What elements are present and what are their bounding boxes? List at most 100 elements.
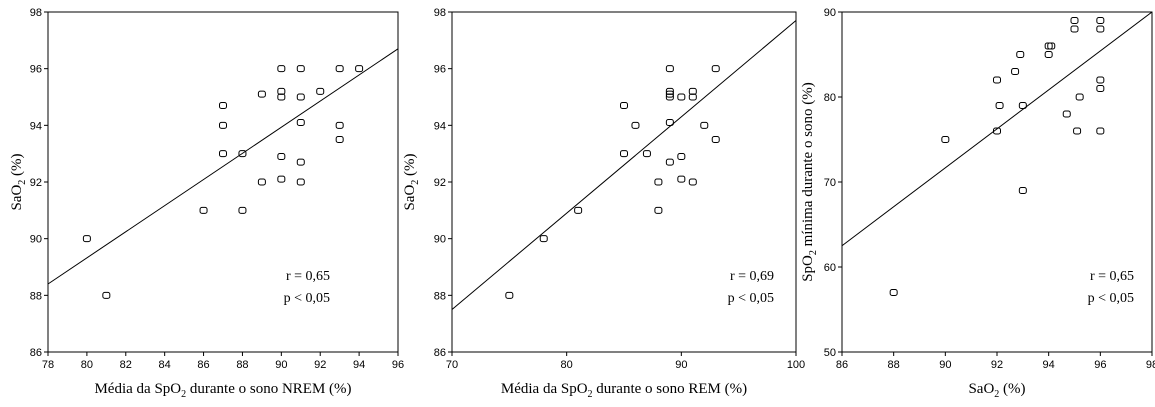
- chart-3-y-tick-label: 90: [824, 7, 836, 19]
- chart-2-data-point: [677, 153, 686, 160]
- chart-1-data-point: [296, 93, 305, 101]
- chart-2-y-axis-label: SaO2 (%): [402, 153, 421, 210]
- chart-1-data-point: [277, 153, 286, 160]
- chart-1-data-point: [277, 175, 286, 183]
- chart-panel-min-spo2: 86 88 90 92 94 96 98 50 60 70 80 90 r = 0,65 p < 0,05…: [800, 7, 1155, 400]
- chart-2-data-point: [539, 235, 548, 243]
- chart-3-x-tick-label: 92: [991, 359, 1003, 371]
- chart-2-data-point: [631, 121, 640, 129]
- chart-1-data-point: [296, 119, 305, 126]
- chart-1-data-point: [316, 87, 325, 95]
- chart-2-data-point: [574, 206, 583, 214]
- chart-3-regression-line: [841, 11, 1153, 247]
- chart-1-data-point: [219, 150, 227, 158]
- chart-1-x-tick-label: 78: [42, 359, 54, 371]
- chart-2-x-tick-label: 70: [446, 359, 458, 371]
- chart-1-x-axis-label-rest: durante o sono NREM (%): [186, 381, 351, 397]
- chart-1-data-point: [219, 102, 227, 109]
- chart-2-x-tick-label: 90: [675, 359, 687, 371]
- chart-3-data-point: [1096, 17, 1105, 24]
- chart-3-data-point: [1075, 93, 1084, 101]
- chart-3-y-axis-label-subscript: 2: [808, 250, 819, 255]
- chart-1-data-point: [296, 65, 305, 73]
- chart-1-y-tick-label: 96: [30, 64, 42, 76]
- chart-2-data-point: [700, 121, 709, 129]
- chart-3-data-point: [1096, 76, 1105, 84]
- chart-2-data-point: [654, 178, 663, 186]
- chart-2-data-point: [665, 158, 674, 166]
- chart-3-y-tick-label: 60: [824, 262, 836, 274]
- chart-2-y-tick-label: 88: [434, 290, 446, 302]
- chart-3-data-point: [1096, 127, 1105, 135]
- chart-3-x-tick-label: 88: [888, 359, 900, 371]
- chart-1-data-point: [102, 291, 111, 299]
- chart-1-plot-frame: [47, 11, 399, 353]
- chart-2-stat-r: r = 0,69: [730, 269, 774, 284]
- chart-3-data-point: [1062, 110, 1071, 118]
- chart-2-data-point: [642, 150, 651, 158]
- chart-2-x-axis-label-main: Média da SpO: [501, 381, 588, 397]
- chart-1-data-point: [277, 65, 286, 73]
- chart-2-x-axis-label-rest: durante o sono REM (%): [593, 381, 748, 397]
- chart-panel-rem: 70 80 90 100 86 88 90 92 94 96 98 r = 0,69 p < 0,05 M…: [402, 7, 805, 400]
- chart-1-data-point: [355, 65, 364, 73]
- chart-3-data-point: [995, 102, 1004, 109]
- chart-3-data-point: [941, 136, 950, 143]
- chart-2-data-point: [665, 65, 674, 73]
- chart-2-x-axis-label-subscript: 2: [588, 389, 593, 400]
- chart-3-data-point: [1070, 17, 1079, 24]
- chart-panel-nrem: 78 80 82 84 86 88 90 92 94 96 86 88 90 92 94 96 98 r = 0,…: [9, 7, 404, 400]
- chart-1-data-point: [296, 178, 305, 186]
- chart-2-y-tick-label: 96: [434, 64, 446, 76]
- chart-3-x-tick-label: 86: [836, 359, 848, 371]
- chart-1-x-tick-label: 82: [120, 359, 132, 371]
- chart-1-x-tick-label: 80: [81, 359, 93, 371]
- chart-1-data-point: [296, 158, 305, 166]
- chart-2-y-tick-label: 94: [434, 120, 446, 132]
- chart-1-x-tick-label: 86: [197, 359, 209, 371]
- chart-1-x-tick-label: 92: [314, 359, 326, 371]
- chart-1-stat-p: p < 0,05: [284, 291, 330, 306]
- chart-3-data-point: [993, 127, 1001, 135]
- chart-1-x-tick-label: 96: [392, 359, 404, 371]
- chart-1-x-axis-label-subscript: 2: [181, 389, 186, 400]
- chart-1-data-point: [335, 121, 344, 129]
- chart-3-data-point: [1016, 51, 1025, 58]
- chart-1-data-point: [257, 178, 266, 186]
- chart-3-x-axis-label-subscript: 2: [994, 389, 999, 400]
- chart-3-data-point: [1073, 127, 1082, 135]
- chart-1-x-tick-label: 94: [353, 359, 365, 371]
- chart-3-x-tick-label: 98: [1146, 359, 1155, 371]
- chart-3-x-tick-label: 96: [1094, 359, 1106, 371]
- chart-1-data-point: [277, 93, 286, 101]
- chart-3-y-tick-label: 50: [824, 347, 836, 359]
- chart-2-y-tick-label: 98: [434, 7, 446, 19]
- chart-3-data-point: [1011, 68, 1020, 75]
- chart-3-y-tick-label: 80: [824, 92, 836, 104]
- chart-1-stat-r: r = 0,65: [286, 269, 330, 284]
- chart-3-data-point: [1070, 25, 1079, 33]
- chart-3-stat-r: r = 0,65: [1090, 269, 1134, 284]
- chart-1-y-tick-label: 98: [30, 7, 42, 19]
- chart-1-x-axis-label: Média da SpO2 durante o sono NREM (%): [94, 381, 351, 400]
- chart-1-x-tick-label: 88: [236, 359, 248, 371]
- chart-3-data-point: [1096, 85, 1105, 92]
- chart-3-stat-p: p < 0,05: [1088, 291, 1134, 306]
- chart-3-y-axis-label: SpO2 mínima durante o sono (%): [800, 82, 819, 282]
- chart-3-data-point: [889, 289, 898, 296]
- chart-2-y-axis-label-unit: (%): [402, 153, 418, 179]
- chart-3-data-point: [1044, 51, 1053, 58]
- chart-1-data-point: [335, 65, 344, 73]
- chart-1-regression-line: [47, 48, 399, 285]
- chart-2-data-point: [688, 93, 697, 101]
- chart-3-y-axis-label-unit: mínima durante o sono (%): [800, 82, 816, 250]
- chart-1-y-tick-label: 88: [30, 290, 42, 302]
- chart-1-y-tick-label: 90: [30, 234, 42, 246]
- chart-1-data-point: [82, 235, 91, 243]
- chart-2-x-tick-label: 80: [561, 359, 573, 371]
- chart-2-regression-line: [451, 20, 797, 310]
- chart-2-data-point: [620, 102, 628, 109]
- chart-1-data-point: [238, 206, 247, 214]
- chart-3-x-axis-label-main: SaO: [968, 381, 994, 397]
